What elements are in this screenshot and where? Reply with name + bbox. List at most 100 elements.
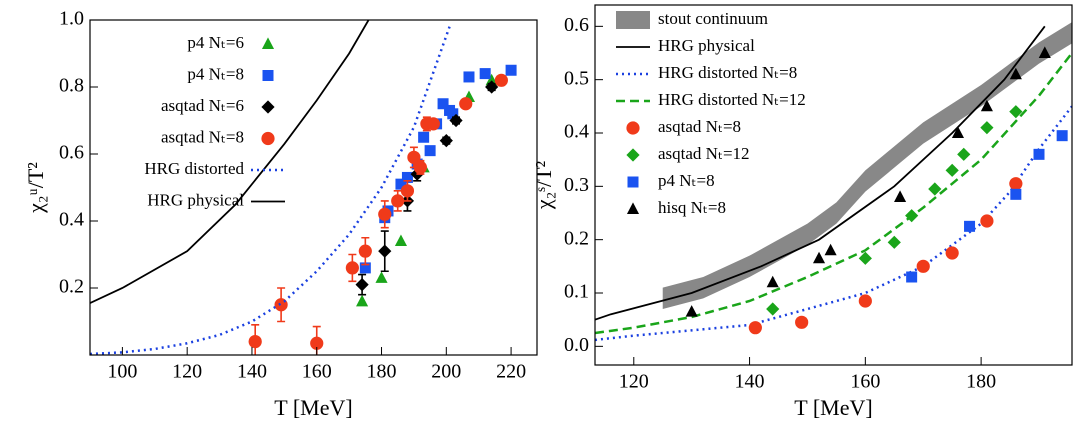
point — [824, 243, 837, 256]
point — [928, 182, 942, 196]
point — [439, 134, 453, 148]
point — [355, 278, 369, 292]
x-tick-label: 200 — [431, 361, 461, 383]
panel: 120 140 160 180 0.0 0.1 0.2 0.3 0.4 0.5 0.6 T [MeV]… — [531, 4, 1073, 420]
curve — [595, 52, 1072, 335]
legend-label: hisq Nₜ=8 — [658, 198, 726, 217]
y-tick-label: 0.4 — [564, 121, 589, 143]
point — [424, 145, 436, 157]
point — [795, 315, 809, 329]
y-axis-label: χ₂ᵘ/T² — [23, 162, 48, 214]
point — [957, 147, 971, 161]
y-tick-label: 0.2 — [564, 227, 589, 249]
point — [359, 262, 371, 274]
x-axis-label: T [MeV] — [794, 395, 872, 420]
legend-label: HRG physical — [658, 36, 755, 55]
legend-marker — [626, 148, 640, 162]
point — [459, 97, 473, 111]
point — [413, 160, 427, 174]
y-tick-label: 0.2 — [59, 276, 84, 298]
legend-label: asqtad Nₜ=12 — [658, 144, 750, 163]
x-tick-label: 100 — [107, 361, 137, 383]
curve — [90, 20, 370, 304]
point — [1056, 130, 1068, 142]
y-tick-label: 1.0 — [59, 8, 84, 30]
point — [905, 209, 919, 223]
legend-marker — [262, 70, 274, 81]
point — [356, 294, 369, 307]
y-tick-label: 0.6 — [564, 14, 589, 36]
point — [378, 244, 392, 258]
legend-label: p4 Nₜ=8 — [187, 64, 244, 83]
legend-marker — [261, 37, 275, 49]
x-tick-label: 120 — [172, 361, 202, 383]
legend-label: HRG distorted Nₜ=12 — [658, 90, 806, 109]
point — [945, 246, 959, 260]
point — [375, 271, 388, 283]
frame — [89, 19, 538, 356]
legend-label: stout continuum — [658, 9, 768, 28]
frame — [594, 4, 1073, 366]
legend-label: asqtad Nₜ=8 — [161, 127, 244, 146]
point — [485, 73, 498, 86]
point — [964, 220, 976, 232]
point — [1009, 105, 1023, 119]
legend-label: HRG physical — [147, 190, 244, 209]
x-tick-label: 140 — [735, 371, 765, 393]
point — [479, 68, 491, 80]
panel: 100 120 140 160 180 200 220 0.2 0.4 0.6 0.8 1.0 T [M… — [23, 8, 538, 420]
y-tick-label: 0.8 — [59, 75, 84, 97]
point — [310, 336, 324, 350]
point — [345, 261, 359, 275]
point — [418, 131, 430, 143]
point — [505, 64, 517, 76]
point — [858, 294, 872, 308]
point — [980, 214, 994, 228]
point — [426, 117, 440, 131]
legend-label: HRG distorted Nₜ=8 — [658, 63, 797, 82]
point — [449, 113, 463, 128]
point — [401, 171, 413, 183]
point — [358, 244, 372, 258]
x-tick-label: 120 — [619, 371, 649, 393]
x-tick-label: 180 — [367, 361, 397, 383]
legend-marker — [626, 202, 640, 214]
legend-label: HRG distorted — [144, 159, 244, 178]
x-tick-label: 160 — [850, 371, 880, 393]
point — [766, 275, 779, 288]
legend-label: p4 Nₜ=8 — [658, 171, 715, 190]
point — [894, 190, 907, 202]
legend-marker — [261, 131, 275, 146]
legend: p4 Nₜ=6 p4 Nₜ=8 asqtad Nₜ=6 asqtad Nₜ=8 HRG … — [144, 33, 285, 209]
point — [400, 184, 415, 198]
x-tick-label: 180 — [966, 371, 996, 393]
point — [1009, 67, 1022, 80]
y-tick-label: 0.5 — [564, 67, 589, 89]
y-tick-label: 0.1 — [564, 281, 589, 303]
y-tick-label: 0.0 — [564, 334, 589, 356]
point — [748, 321, 762, 335]
point — [447, 108, 459, 120]
y-tick-label: 0.4 — [59, 209, 84, 231]
point — [494, 73, 508, 87]
y-tick-label: 0.6 — [59, 142, 84, 164]
legend-label: asqtad Nₜ=8 — [658, 117, 741, 136]
legend-swatch — [616, 11, 650, 29]
y-tick-label: 0.3 — [564, 174, 589, 196]
curve — [595, 25, 1046, 321]
point — [906, 271, 918, 283]
point — [248, 335, 262, 349]
point — [980, 99, 993, 112]
curve — [90, 26, 451, 355]
legend-marker — [627, 176, 639, 188]
band — [662, 22, 1072, 309]
x-tick-label: 140 — [237, 361, 267, 383]
legend: stout continuum HRG physical HRG distorted… — [616, 9, 806, 217]
x-axis-label: T [MeV] — [274, 395, 352, 420]
point — [391, 194, 405, 208]
point — [887, 235, 901, 249]
plot-area — [90, 20, 517, 355]
plot-area — [595, 22, 1072, 342]
point — [766, 302, 780, 316]
